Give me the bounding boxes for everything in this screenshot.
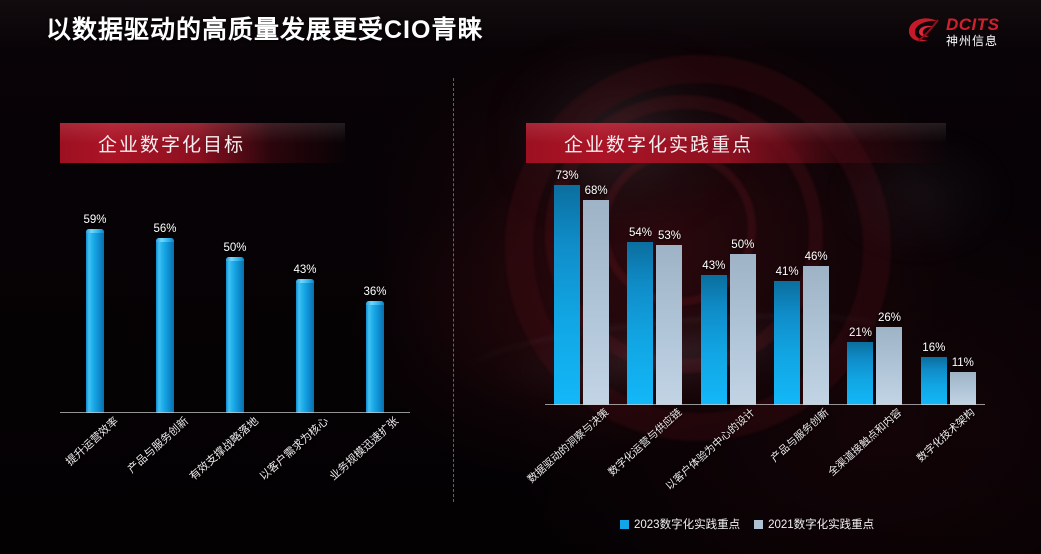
section-divider <box>453 78 454 502</box>
bar-item: 21% <box>847 327 874 405</box>
bar <box>803 266 830 405</box>
bar <box>949 372 976 405</box>
category-label: 业务规模迅速扩张 <box>327 415 402 484</box>
bar-group: 43% <box>270 264 340 413</box>
bar-value-label: 43% <box>702 260 726 272</box>
bar-group: 59% <box>60 214 130 413</box>
bar-item: 50% <box>223 242 247 413</box>
bar <box>729 254 756 405</box>
chart-right-plot-area: 73% 68% 数据驱动的洞察与决策 54% 53% 数字化运营与供应链 43% 50% 以客户… <box>525 170 985 493</box>
bar <box>226 257 244 413</box>
bar-item: 26% <box>876 312 903 405</box>
bar-item: 11% <box>949 357 976 405</box>
bar-value-label: 16% <box>922 342 946 354</box>
category-label: 产品与服务创新 <box>768 406 832 465</box>
bar <box>920 357 947 405</box>
category-label: 数据驱动的洞察与决策 <box>524 406 612 486</box>
bar-value-label: 41% <box>775 266 799 278</box>
legend-swatch <box>620 519 629 529</box>
chart-enterprise-practice-focus: 73% 68% 数据驱动的洞察与决策 54% 53% 数字化运营与供应链 43% 50% 以客户… <box>525 170 985 493</box>
bar-item: 16% <box>920 342 947 405</box>
chart-left-axis <box>60 411 410 413</box>
category-label: 全渠道接触点和内容 <box>826 406 905 479</box>
category-label: 数字化技术架构 <box>915 406 978 465</box>
bar-item: 43% <box>293 264 317 413</box>
legend-item[interactable]: 2023数字化实践重点 <box>620 516 740 532</box>
bar-item: 59% <box>83 214 107 413</box>
bar-item: 68% <box>583 185 610 405</box>
panel-header-right: 企业数字化实践重点 <box>526 123 946 163</box>
bar <box>583 200 610 405</box>
bar-value-label: 50% <box>731 239 755 251</box>
panel-header-left: 企业数字化目标 <box>60 123 345 163</box>
bar-group: 56% <box>130 223 200 413</box>
chart-left-plot-area: 59% 提升运营效率 56% 产品与服务创新 50% 有效支撑战略落地 43% 以客户需求为核… <box>60 185 410 483</box>
bar-value-label: 43% <box>293 264 317 276</box>
bar-value-label: 73% <box>555 170 579 182</box>
bar-value-label: 26% <box>877 312 901 324</box>
bar-item: 36% <box>363 286 387 413</box>
bar-group: 16% 11% <box>912 342 985 405</box>
category-label: 提升运营效率 <box>63 415 122 469</box>
bar <box>86 229 104 413</box>
dcits-swirl-icon <box>908 18 939 42</box>
bar-value-label: 56% <box>153 223 177 235</box>
legend-item[interactable]: 2021数字化实践重点 <box>754 516 874 532</box>
bar <box>656 245 683 405</box>
bar-group: 36% <box>340 286 410 413</box>
bar-value-label: 46% <box>804 251 828 263</box>
chart-enterprise-digital-goals: 59% 提升运营效率 56% 产品与服务创新 50% 有效支撑战略落地 43% 以客户需求为核… <box>60 185 410 483</box>
panel-header-left-label: 企业数字化目标 <box>98 134 246 156</box>
category-label: 产品与服务创新 <box>125 415 192 476</box>
legend-swatch <box>754 519 764 529</box>
bar-group: 21% 26% <box>838 312 911 405</box>
bar-group: 43% 50% <box>692 239 765 405</box>
category-label: 数字化运营与供应链 <box>606 406 685 479</box>
chart-right-axis <box>545 403 985 405</box>
bar-item: 43% <box>700 260 727 405</box>
bar-item: 53% <box>656 230 683 405</box>
bar <box>366 301 384 413</box>
bar-group: 54% 53% <box>618 227 691 405</box>
chart-right-legend: 2023数字化实践重点 2021数字化实践重点 <box>620 516 874 532</box>
bar-item: 73% <box>554 170 581 405</box>
bar <box>156 238 174 413</box>
bar <box>296 279 314 413</box>
panel-header-right-label: 企业数字化实践重点 <box>564 134 754 156</box>
bar <box>627 242 654 405</box>
bar-item: 54% <box>627 227 654 405</box>
bar-item: 56% <box>153 223 177 413</box>
bar <box>876 327 903 405</box>
bar-value-label: 36% <box>363 286 387 298</box>
bar <box>847 342 874 405</box>
bar-value-label: 59% <box>83 214 107 226</box>
category-label: 以客户需求为核心 <box>257 415 332 484</box>
bar-value-label: 50% <box>223 242 247 254</box>
bar <box>700 275 727 405</box>
bar-value-label: 68% <box>584 185 608 197</box>
panel-header-left-bar <box>60 123 345 163</box>
bar-item: 46% <box>803 251 830 405</box>
panel-header-right-bar <box>526 123 946 163</box>
bar-group: 50% <box>200 242 270 413</box>
bar <box>554 185 581 405</box>
page-title: 以数据驱动的高质量发展更受CIO青睐 <box>46 16 484 44</box>
legend-label: 2023数字化实践重点 <box>634 519 741 531</box>
bar-group: 41% 46% <box>765 251 838 405</box>
bar-value-label: 53% <box>657 230 681 242</box>
bar-value-label: 54% <box>628 227 652 239</box>
bar-item: 41% <box>774 266 801 405</box>
bar-value-label: 21% <box>848 327 872 339</box>
bar <box>774 281 801 405</box>
bar-group: 73% 68% <box>545 170 618 405</box>
company-logo: DCITS 神州信息 <box>907 9 1027 53</box>
logo-en-text: DCITS <box>946 14 1000 34</box>
category-label: 有效支撑战略落地 <box>187 415 262 484</box>
legend-label: 2021数字化实践重点 <box>768 519 875 531</box>
bar-item: 50% <box>729 239 756 405</box>
logo-cn-text: 神州信息 <box>946 33 999 48</box>
bar-value-label: 11% <box>951 357 974 369</box>
logo-text-block: DCITS 神州信息 <box>946 16 1000 47</box>
